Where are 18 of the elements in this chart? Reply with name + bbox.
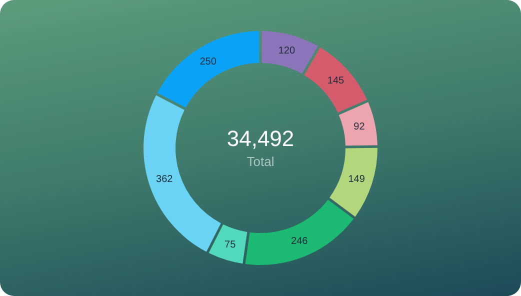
data-label: 145: [327, 76, 345, 87]
data-label: 92: [354, 122, 366, 133]
data-label: 250: [200, 56, 217, 68]
text: Total: [246, 154, 274, 169]
donut-slice: [262, 31, 318, 74]
donut-slice: [338, 102, 378, 146]
data-label: 75: [224, 239, 236, 250]
donut-slice: [304, 47, 368, 113]
text: 34,492: [226, 126, 294, 151]
data-label: 362: [156, 174, 174, 185]
donut-slice: [330, 148, 378, 217]
donut-slice: [245, 200, 354, 265]
donut-slice: [144, 95, 221, 252]
donut-slice: [208, 224, 248, 264]
data-label: 246: [291, 236, 308, 248]
donut-slice: [157, 31, 260, 108]
data-label: 149: [348, 174, 366, 186]
data-label: 120: [278, 45, 296, 56]
